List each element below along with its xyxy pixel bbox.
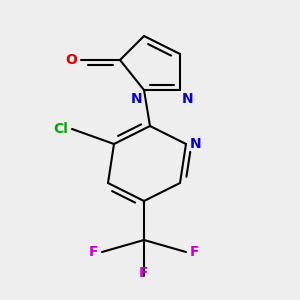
Text: N: N — [182, 92, 193, 106]
Text: N: N — [131, 92, 142, 106]
Text: F: F — [89, 245, 98, 259]
Text: O: O — [65, 53, 77, 67]
Text: N: N — [190, 137, 201, 151]
Text: F: F — [139, 266, 149, 280]
Text: F: F — [190, 245, 199, 259]
Text: Cl: Cl — [53, 122, 68, 136]
